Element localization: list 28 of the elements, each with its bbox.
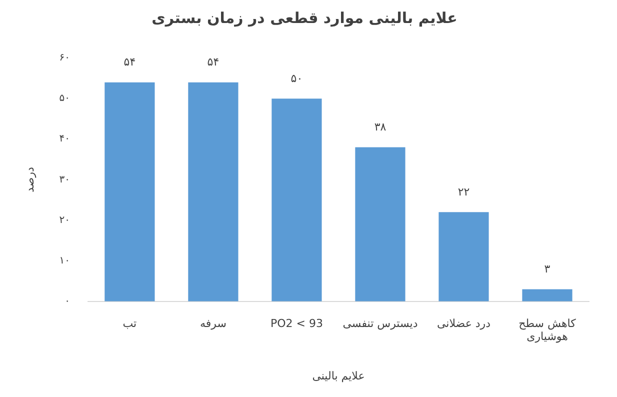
bar: [188, 82, 238, 302]
data-label: ۵۰: [290, 72, 303, 85]
y-tick-label: ۶۰: [59, 52, 70, 64]
bar: [438, 212, 489, 302]
y-tick-label: ۴۰: [59, 134, 70, 145]
data-label: ۵۴: [207, 56, 220, 69]
bar: [355, 147, 406, 302]
data-label: ۲۲: [458, 186, 470, 199]
x-tick-label: کاهش سطح هوشیاری: [518, 316, 577, 344]
y-tick-label: ۵۰: [59, 93, 70, 104]
x-tick-label: PO2 < 93: [270, 316, 323, 330]
x-tick-label: سرفه: [200, 316, 226, 330]
x-tick-label: تب: [122, 316, 137, 330]
chart-title: علایم بالینی موارد قطعی در زمان بستری: [152, 8, 458, 27]
bar: [272, 98, 322, 302]
y-tick-label: ۲۰: [59, 214, 70, 226]
data-label: ۵۴: [124, 56, 136, 69]
data-label: ۳۸: [374, 120, 386, 134]
y-axis-title: درصد: [23, 166, 36, 192]
x-tick-label: درد عضلانی: [436, 316, 491, 330]
y-tick-label: ۳۰: [59, 174, 70, 186]
bar: [522, 289, 572, 302]
x-tick-label: دیسترس تنفسی: [342, 316, 418, 330]
bar: [104, 82, 155, 302]
y-tick-label: ۱۰: [59, 255, 70, 266]
y-tick-label: ۰: [64, 296, 70, 307]
x-axis-title: علایم بالینی: [312, 369, 365, 382]
data-label: ۳: [544, 262, 550, 276]
